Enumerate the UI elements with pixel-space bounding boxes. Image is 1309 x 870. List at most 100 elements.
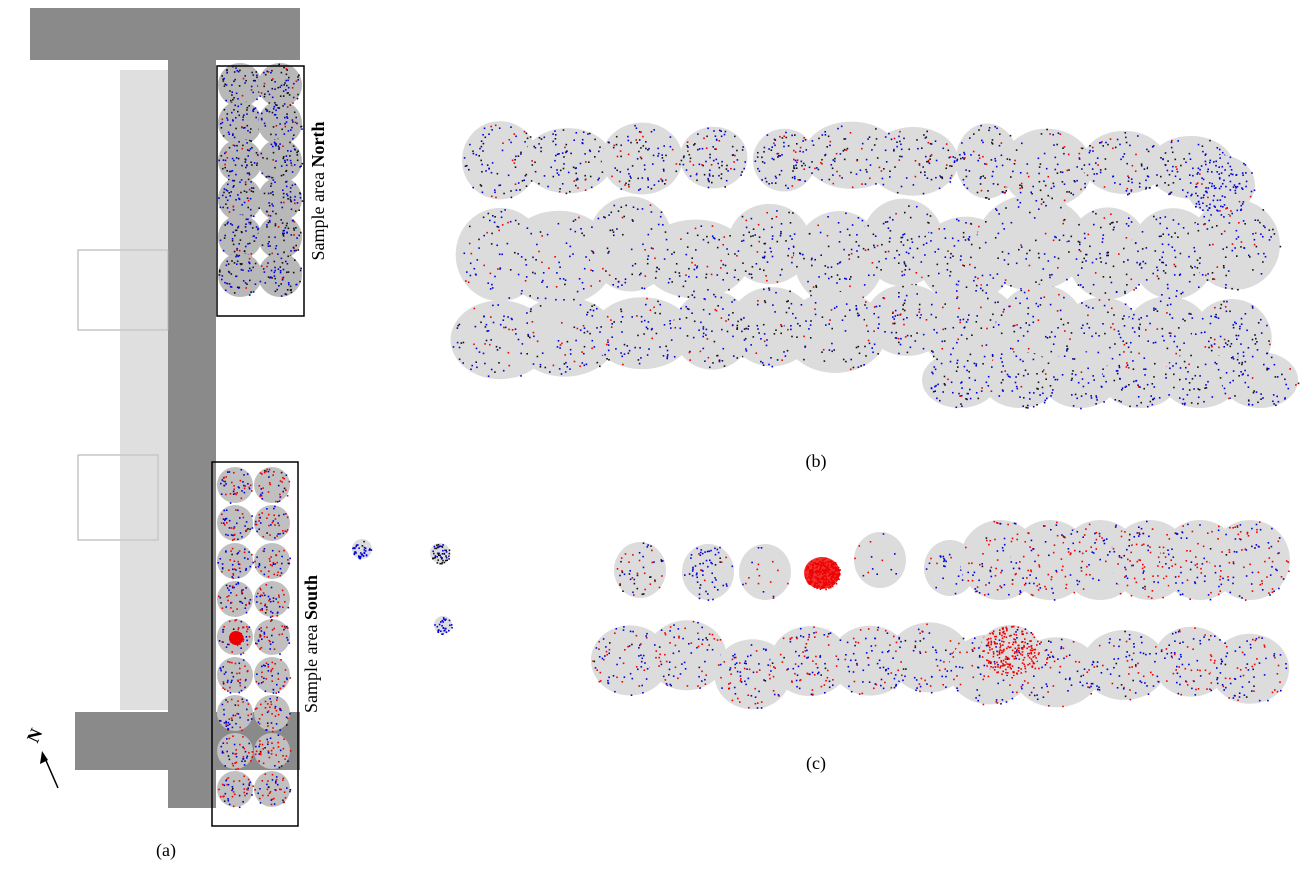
point [580, 304, 582, 306]
point [714, 238, 716, 240]
point [901, 271, 903, 273]
point [986, 197, 988, 199]
point [280, 95, 282, 97]
point [907, 335, 909, 337]
point [231, 91, 233, 93]
point [598, 178, 600, 180]
point [277, 533, 279, 535]
point [1241, 323, 1243, 325]
point [791, 336, 793, 338]
point [768, 183, 770, 185]
point [238, 486, 240, 488]
point [266, 606, 268, 608]
point [359, 557, 361, 559]
point [262, 157, 264, 159]
point [354, 547, 356, 549]
point [1139, 324, 1141, 326]
point [1088, 382, 1090, 384]
point [234, 292, 236, 294]
point [1064, 183, 1066, 185]
point [1122, 318, 1124, 320]
point [919, 304, 921, 306]
point [567, 341, 569, 343]
point [1036, 404, 1038, 406]
point [277, 742, 279, 744]
point [300, 270, 302, 272]
point [950, 253, 952, 255]
point [952, 238, 954, 240]
point [242, 636, 244, 638]
point [759, 236, 761, 238]
point [449, 620, 451, 622]
point [1068, 191, 1070, 193]
point [1081, 267, 1083, 269]
point [281, 129, 283, 131]
point [1168, 184, 1170, 186]
point [1080, 408, 1082, 410]
point [968, 371, 970, 373]
point [267, 703, 269, 705]
point [271, 183, 273, 185]
point [246, 191, 248, 193]
point [231, 790, 233, 792]
point [564, 147, 566, 149]
point [1142, 231, 1144, 233]
point [491, 284, 493, 286]
point [268, 245, 270, 247]
point [1133, 314, 1135, 316]
point [291, 209, 293, 211]
point [824, 131, 826, 133]
point [243, 784, 245, 786]
point [1028, 290, 1030, 292]
point [235, 199, 237, 201]
point [966, 286, 968, 288]
point [479, 148, 481, 150]
point [1167, 348, 1169, 350]
point [244, 525, 246, 527]
point [908, 149, 910, 151]
point [974, 363, 976, 365]
point [577, 328, 579, 330]
point [1159, 236, 1161, 238]
point [847, 148, 849, 150]
point [974, 267, 976, 269]
point [514, 159, 516, 161]
point [283, 277, 285, 279]
point [840, 153, 842, 155]
point [1003, 309, 1005, 311]
point [611, 336, 613, 338]
point [227, 261, 229, 263]
point [1205, 346, 1207, 348]
point [245, 230, 247, 232]
point [717, 247, 719, 249]
point [278, 485, 280, 487]
point [258, 640, 260, 642]
point [871, 347, 873, 349]
point [502, 224, 504, 226]
point [586, 314, 588, 316]
point [280, 270, 282, 272]
point [1141, 163, 1143, 165]
point [1201, 183, 1203, 185]
point [912, 241, 914, 243]
point [1246, 181, 1248, 183]
point [1086, 305, 1088, 307]
point [736, 328, 738, 330]
point [1017, 199, 1019, 201]
point [248, 703, 250, 705]
point [709, 313, 711, 315]
point [1111, 308, 1113, 310]
point [1000, 358, 1002, 360]
point [702, 148, 704, 150]
point [239, 255, 241, 257]
point [653, 307, 655, 309]
point [277, 522, 279, 524]
point [1018, 249, 1020, 251]
point [849, 309, 851, 311]
point [961, 142, 963, 144]
point [1131, 178, 1133, 180]
point [1127, 175, 1129, 177]
point [531, 160, 533, 162]
point [236, 633, 238, 635]
point [503, 193, 505, 195]
